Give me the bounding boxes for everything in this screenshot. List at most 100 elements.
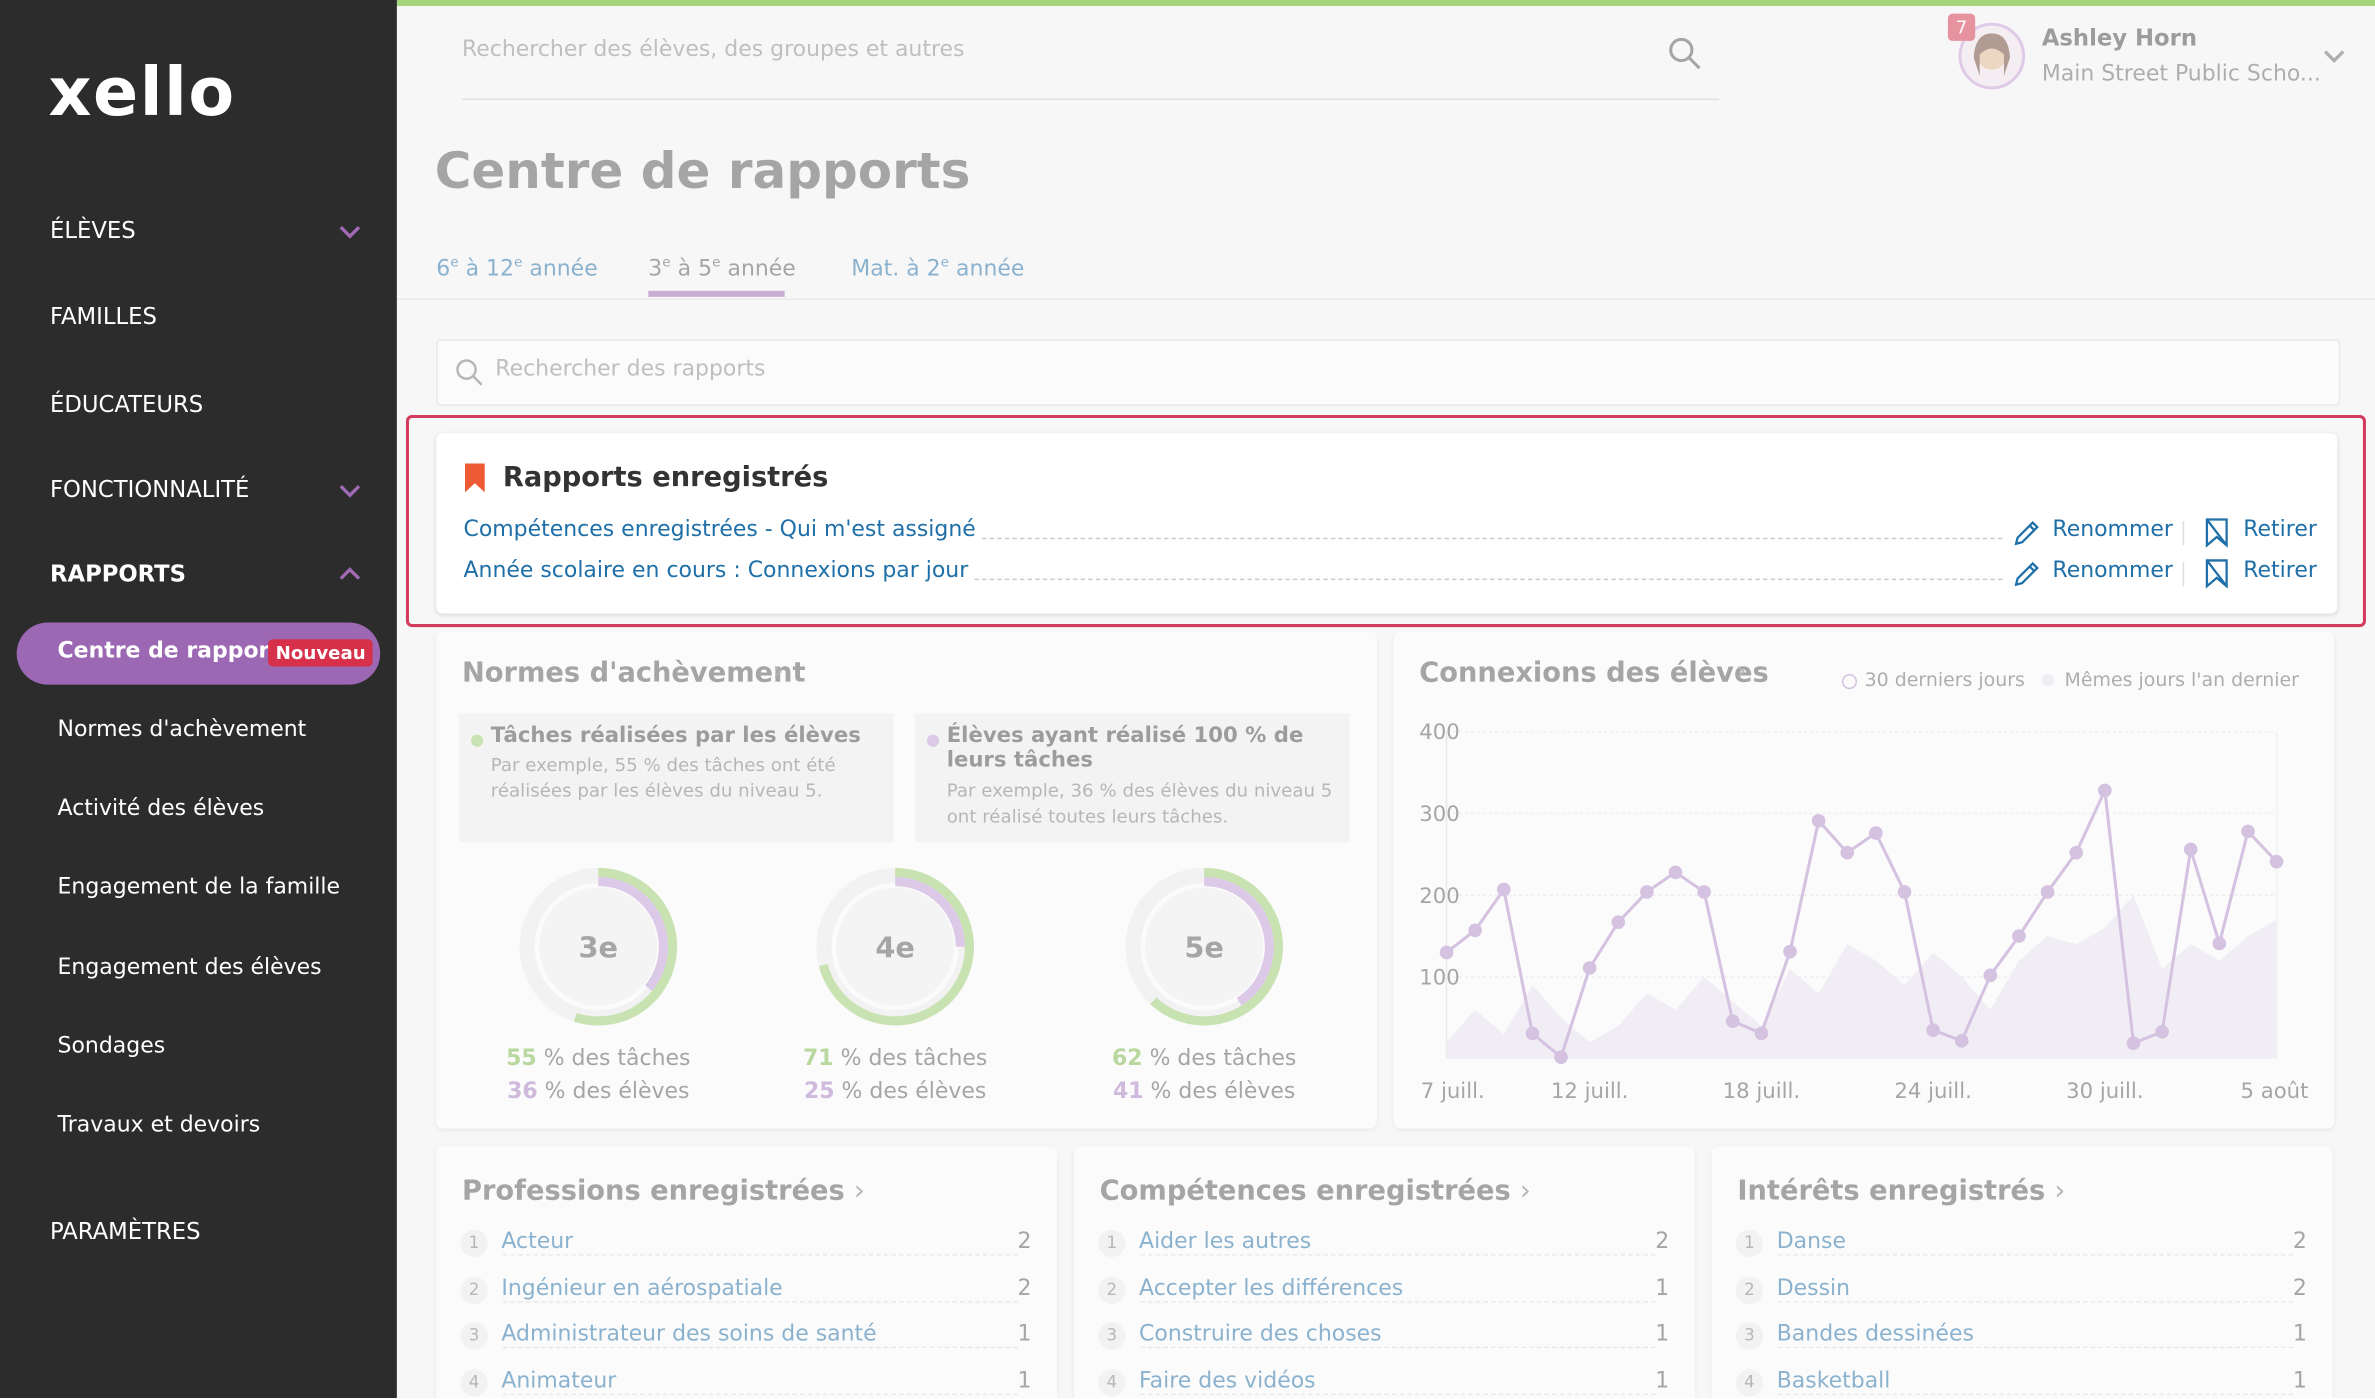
nav-item[interactable]: PARAMÈTRES [49, 1217, 201, 1246]
unsave-icon [2205, 518, 2228, 548]
tab-text: 3 [648, 257, 663, 282]
tasks-pct: 55 [506, 1046, 537, 1071]
leader [1140, 1346, 1656, 1349]
leader [1140, 1392, 1656, 1395]
x-tick-label: 12 juill. [1551, 1078, 1628, 1103]
point [1554, 1050, 1568, 1064]
global-search[interactable]: Rechercher des élèves, des groupes et au… [461, 37, 965, 63]
legend-dot [926, 734, 940, 747]
sub-nav-item[interactable]: Engagement de la famille [57, 875, 341, 900]
tasks-stat: 62 % des tâches [1083, 1047, 1325, 1071]
card-title[interactable]: Connexions des élèves [1419, 657, 1769, 690]
point [1468, 923, 1482, 938]
completion-card: Normes d'achèvement › Tâches réalisées par… [436, 631, 1377, 1129]
rename-button[interactable]: Renommer [2052, 558, 2173, 584]
tab-text: e [450, 255, 459, 272]
avatar-hair [1973, 33, 2011, 76]
tasks-suffix: % des tâches [1142, 1046, 1297, 1071]
tab-text: 6 [436, 257, 451, 282]
user-name[interactable]: Ashley Horn [2041, 24, 2198, 52]
chevron-icon [2323, 50, 2345, 63]
item-name[interactable]: Basketball [1776, 1368, 1897, 1393]
item-name[interactable]: Acteur [501, 1229, 580, 1255]
x-tick-label: 18 juill. [1723, 1078, 1800, 1103]
tab-text: e [940, 255, 950, 272]
sub-nav-item[interactable]: Sondages [57, 1034, 166, 1059]
nav-item[interactable]: FONCTIONNALITÉ [49, 475, 250, 503]
item-count: 2 [1011, 1229, 1032, 1255]
sub-nav-item[interactable]: Activité des élèves [57, 796, 265, 821]
donut-hole [1145, 887, 1264, 1006]
y-tick-label: 400 [1419, 719, 1459, 744]
nav-item[interactable]: FAMILLES [49, 302, 157, 331]
legend-swatch [1841, 674, 1858, 690]
item-name[interactable]: Ingénieur en aérospatiale [501, 1276, 789, 1301]
tab-text: e [514, 255, 523, 272]
saved-title: Rapports enregistrés [502, 461, 829, 494]
rename-button[interactable]: Renommer [2052, 518, 2173, 543]
remove-button[interactable]: Retirer [2243, 518, 2317, 543]
sub-nav-item[interactable]: Centre de rapports [57, 639, 293, 664]
legend-box: Élèves ayant réalisé 100 % de leurs tâch… [914, 713, 1350, 843]
item-name[interactable]: Animateur [501, 1368, 623, 1393]
point [2098, 783, 2112, 798]
donut-arc [895, 877, 965, 947]
saved-report-link[interactable]: Compétences enregistrées - Qui m'est ass… [463, 518, 982, 543]
card-arrow: › [2054, 1175, 2066, 1208]
card-title[interactable]: Compétences enregistrées › [1099, 1175, 1531, 1208]
card-arrow: › [1519, 1175, 1531, 1208]
avatar [1958, 22, 2026, 90]
tab-text: à 12 [458, 257, 515, 282]
search-icon [456, 359, 483, 386]
legend-title: Élèves ayant réalisé 100 % de leurs tâch… [946, 724, 1304, 773]
rank: 3 [1735, 1322, 1764, 1350]
item-name[interactable]: Faire des vidéos [1139, 1368, 1322, 1393]
tasks-suffix: % des tâches [536, 1046, 691, 1071]
rank: 2 [1098, 1276, 1126, 1304]
tab[interactable]: 3e à 5e année [648, 256, 796, 281]
leader [502, 1300, 1018, 1302]
rank: 4 [1735, 1368, 1764, 1396]
logo[interactable]: xello [48, 54, 236, 132]
point [1697, 885, 1711, 899]
item-count: 1 [1649, 1276, 1670, 1301]
point [2155, 1024, 2169, 1039]
item-name[interactable]: Construire des choses [1139, 1322, 1388, 1347]
saved-report-link[interactable]: Année scolaire en cours : Connexions par… [463, 558, 975, 584]
pencil-icon [2014, 561, 2039, 587]
remove-button[interactable]: Retirer [2243, 558, 2317, 584]
card-title[interactable]: Normes d'achèvement [461, 657, 806, 690]
chevron-icon [339, 226, 361, 239]
report-search[interactable]: Rechercher des rapports [436, 339, 2341, 406]
item-name[interactable]: Bandes dessinées [1776, 1322, 1980, 1347]
tab-text: année [522, 257, 598, 282]
item-count: 2 [2286, 1276, 2307, 1301]
chevron [2323, 50, 2345, 63]
item-name[interactable]: Administrateur des soins de santé [501, 1322, 883, 1347]
point [2040, 885, 2055, 899]
card-title[interactable]: Professions enregistrées › [461, 1175, 865, 1208]
card-arrow: › [1735, 655, 1747, 688]
nav-item[interactable]: ÉDUCATEURS [49, 390, 204, 419]
nav-item[interactable]: ÉLÈVES [49, 216, 136, 244]
item-name[interactable]: Danse [1776, 1229, 1853, 1255]
legend-label: Mêmes jours l'an dernier [2064, 667, 2299, 691]
sub-nav-item[interactable]: Normes d'achèvement [57, 717, 307, 743]
item-name[interactable]: Dessin [1776, 1276, 1857, 1301]
donut-label: 3e [579, 930, 619, 964]
leader [1778, 1392, 2294, 1395]
item-name[interactable]: Accepter les différences [1139, 1276, 1410, 1301]
tab[interactable]: 6e à 12e année [436, 256, 597, 281]
tab[interactable]: Mat. à 2e année [851, 256, 1024, 281]
notification-badge[interactable]: 7 [1947, 13, 1976, 41]
highlight-frame [405, 415, 2366, 628]
item-name[interactable]: Aider les autres [1139, 1229, 1318, 1255]
sub-nav-item[interactable]: Travaux et devoirs [57, 1113, 261, 1138]
sub-nav-item[interactable]: Engagement des élèves [57, 955, 322, 981]
card-title[interactable]: Intérêts enregistrés › [1737, 1175, 2066, 1208]
nav-item[interactable]: RAPPORTS [49, 560, 187, 588]
rank: 4 [460, 1368, 488, 1396]
item-count: 1 [1011, 1368, 1032, 1393]
